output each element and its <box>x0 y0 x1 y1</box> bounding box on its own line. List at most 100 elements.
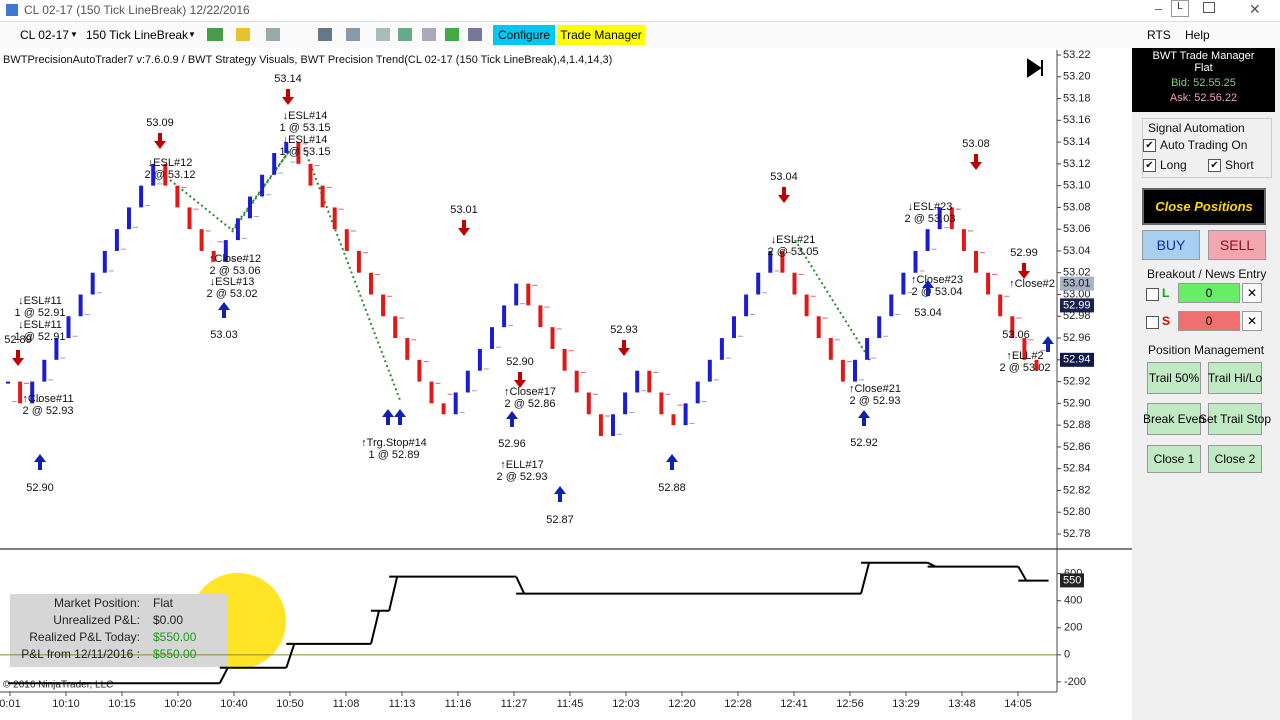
close[interactable]: ✕ <box>1249 1 1261 17</box>
y-tick-label: 52.78 <box>1063 528 1091 540</box>
brick <box>332 207 337 230</box>
x-tick-label: 0:01 <box>0 698 21 710</box>
scroll-end-button[interactable] <box>1027 58 1043 78</box>
brick <box>707 359 712 382</box>
brick <box>598 414 603 437</box>
tool-icon[interactable] <box>398 28 412 41</box>
bid: Bid: 52.55.25 <box>1171 77 1236 89</box>
info-value: $550.00 <box>153 630 197 644</box>
brick <box>139 185 144 208</box>
y-tick-label: 52.92 <box>1063 375 1091 387</box>
brick <box>114 229 119 251</box>
tool-icon[interactable] <box>422 28 436 41</box>
brick <box>187 207 192 230</box>
long-qty[interactable]: 0 <box>1178 283 1240 303</box>
x-tick-label: 11:13 <box>389 698 416 710</box>
tool-icon[interactable] <box>207 28 223 41</box>
info-value: Flat <box>153 596 174 610</box>
checkbox[interactable]: ✔ Long <box>1143 158 1187 173</box>
position-button[interactable]: Trail 50% <box>1147 362 1201 394</box>
sell-arrow <box>618 340 630 356</box>
brick <box>54 338 59 360</box>
sell-button[interactable]: SELL <box>1208 230 1266 260</box>
trade-manager-button[interactable]: Trade Manager <box>557 25 645 45</box>
buy-button[interactable]: BUY <box>1142 230 1200 260</box>
pnl-tick-label: 400 <box>1064 595 1082 607</box>
annotation: 52.90 <box>26 482 54 494</box>
annotation: 53.08 <box>962 138 990 150</box>
annotation: ↑ELL#2 <box>1006 350 1043 362</box>
clear-button[interactable]: ✕ <box>1242 283 1262 303</box>
y-tick-label: 53.16 <box>1063 114 1091 126</box>
position-button[interactable]: Break Even <box>1143 403 1205 435</box>
checkbox[interactable]: ✔ Auto Trading On <box>1143 138 1247 153</box>
short-qty[interactable]: 0 <box>1178 311 1240 331</box>
tool-icon[interactable] <box>445 28 459 41</box>
configure-button[interactable]: Configure <box>493 25 555 45</box>
period[interactable]: 150 Tick LineBreak <box>86 28 189 42</box>
trend-line <box>794 239 871 361</box>
menu-item[interactable]: RTS <box>1147 28 1171 42</box>
tool-icon[interactable] <box>266 28 280 41</box>
brick <box>695 381 700 404</box>
annotation: 2 @ 53.12 <box>145 169 196 181</box>
brick <box>671 414 676 426</box>
instrument[interactable]: CL 02-17 <box>20 28 69 42</box>
tool-icon[interactable] <box>236 28 250 41</box>
menu-item[interactable]: Help <box>1185 28 1210 42</box>
annotation: 1 @ 52.89 <box>369 449 420 461</box>
close-positions-button[interactable]: Close Positions <box>1142 188 1266 225</box>
brick <box>514 283 519 306</box>
maximize[interactable] <box>1203 2 1215 13</box>
brick <box>175 185 180 208</box>
x-tick-label: 11:16 <box>445 698 472 710</box>
pin[interactable]: L <box>1171 0 1189 17</box>
tool-icon[interactable] <box>376 28 390 41</box>
position-button[interactable]: Close 1 <box>1147 445 1201 473</box>
annotation: 52.89 <box>4 334 32 346</box>
brick <box>66 316 71 339</box>
pnl-riser <box>218 667 229 684</box>
position-button[interactable]: Set Trail Stop <box>1199 403 1271 435</box>
position-button[interactable]: Trail Hi/Lo <box>1208 362 1262 394</box>
annotation: 2 @ 53.03 <box>905 213 956 225</box>
checkbox[interactable] <box>1146 288 1159 301</box>
brick <box>223 240 228 262</box>
annotation: ↓ESL#12 <box>148 157 193 169</box>
brick <box>1034 359 1039 371</box>
dropdown[interactable]: ▼ <box>188 30 196 39</box>
brick <box>804 294 809 317</box>
checkbox[interactable]: ✔ Short <box>1208 158 1254 173</box>
clear-button[interactable]: ✕ <box>1242 311 1262 331</box>
brick <box>574 370 579 393</box>
x-tick-label: 10:20 <box>164 698 192 710</box>
tool-icon[interactable] <box>468 28 482 41</box>
brick <box>949 207 954 230</box>
info-label: Unrealized P&L: <box>53 613 140 627</box>
tool-icon[interactable] <box>346 28 360 41</box>
brick <box>417 359 422 382</box>
annotation: 53.04 <box>914 307 942 319</box>
trend-line <box>304 149 401 401</box>
info-label: Realized P&L Today: <box>29 630 140 644</box>
y-tick-label: 53.22 <box>1063 49 1091 61</box>
tool-icon[interactable] <box>318 28 332 41</box>
checkbox[interactable] <box>1146 316 1159 329</box>
x-tick-label: 13:48 <box>948 698 976 710</box>
annotation: ↑Close#2 <box>1009 278 1055 290</box>
brick <box>986 272 991 295</box>
x-tick-label: 12:03 <box>612 698 640 710</box>
y-tick-label: 53.20 <box>1063 71 1091 83</box>
y-tick-label: 53.12 <box>1063 158 1091 170</box>
minimize[interactable]: – <box>1155 1 1163 16</box>
annotation: 53.09 <box>146 117 174 129</box>
title-bar: CL 02-17 (150 Tick LineBreak) 12/22/2016… <box>0 0 1280 22</box>
buy-arrow <box>506 411 518 427</box>
dropdown[interactable]: ▼ <box>70 30 78 39</box>
brick <box>381 294 386 317</box>
brick <box>344 229 349 251</box>
y-tick-label: 52.98 <box>1063 310 1091 322</box>
annotation: ↓ESL#13 <box>210 276 255 288</box>
position-button[interactable]: Close 2 <box>1208 445 1262 473</box>
trade-manager-header: BWT Trade Manager Flat Bid: 52.55.25 Ask… <box>1132 48 1275 112</box>
